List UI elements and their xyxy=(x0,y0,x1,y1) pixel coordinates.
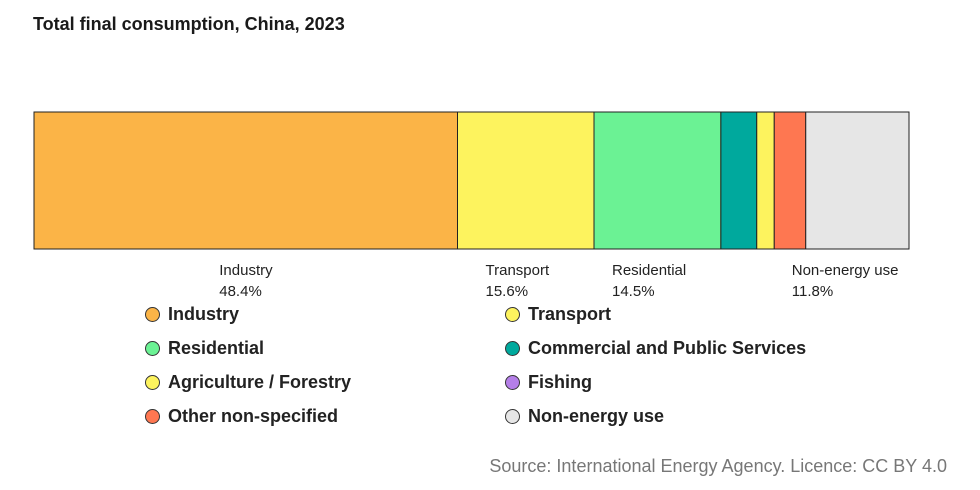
segment-label: Industry 48.4% xyxy=(219,260,272,302)
bar-segment-transport[interactable] xyxy=(457,111,595,250)
legend-item[interactable]: Transport xyxy=(505,297,865,331)
legend-item[interactable]: Agriculture / Forestry xyxy=(145,365,505,399)
segment-label-name: Non-energy use xyxy=(791,262,899,279)
bar-segment-non-energy-use[interactable] xyxy=(805,111,910,250)
segment-label-value: 15.6% xyxy=(485,283,529,300)
chart-title: Total final consumption, China, 2023 xyxy=(33,14,345,34)
bar-segment-commercial-and-public-services[interactable] xyxy=(720,111,758,250)
legend-swatch-icon xyxy=(145,340,160,356)
bar-segment-other-non-specified[interactable] xyxy=(773,111,807,250)
legend: Industry Transport Residential Commercial a… xyxy=(145,297,865,433)
legend-label: Fishing xyxy=(528,371,592,392)
segment-label-name: Residential xyxy=(612,262,687,279)
legend-swatch-icon xyxy=(145,374,160,390)
legend-item[interactable]: Non-energy use xyxy=(505,399,865,433)
legend-label: Industry xyxy=(168,303,240,324)
legend-label: Non-energy use xyxy=(528,405,665,426)
segment-label-name: Transport xyxy=(485,262,550,279)
legend-item[interactable]: Fishing xyxy=(505,365,865,399)
legend-swatch-icon xyxy=(145,408,160,424)
legend-label: Agriculture / Forestry xyxy=(168,371,352,392)
legend-item[interactable]: Commercial and Public Services xyxy=(505,331,865,365)
legend-label: Commercial and Public Services xyxy=(528,337,807,358)
legend-item[interactable]: Residential xyxy=(145,331,505,365)
segment-label-value: 48.4% xyxy=(219,283,262,300)
legend-swatch-icon xyxy=(505,306,520,322)
legend-swatch-icon xyxy=(145,306,160,322)
legend-swatch-icon xyxy=(505,408,520,424)
legend-label: Other non-specified xyxy=(168,405,339,426)
bar-segment-agriculture-forestry[interactable] xyxy=(756,111,775,250)
legend-label: Residential xyxy=(168,337,265,358)
segment-label-value: 14.5% xyxy=(612,283,655,300)
segment-label-name: Industry xyxy=(219,262,273,279)
legend-item[interactable]: Other non-specified xyxy=(145,399,505,433)
segment-label: Residential 14.5% xyxy=(612,260,686,302)
source-note: Source: International Energy Agency. Lic… xyxy=(489,456,947,476)
legend-label: Transport xyxy=(528,303,612,324)
legend-item[interactable]: Industry xyxy=(145,297,505,331)
segment-label: Non-energy use 11.8% xyxy=(792,260,899,302)
legend-swatch-icon xyxy=(505,340,520,356)
bar-segment-residential[interactable] xyxy=(593,111,722,250)
segment-label: Transport 15.6% xyxy=(486,260,550,302)
segment-label-value: 11.8% xyxy=(791,283,834,300)
legend-swatch-icon xyxy=(505,374,520,390)
bar-segment-industry[interactable] xyxy=(33,111,458,250)
